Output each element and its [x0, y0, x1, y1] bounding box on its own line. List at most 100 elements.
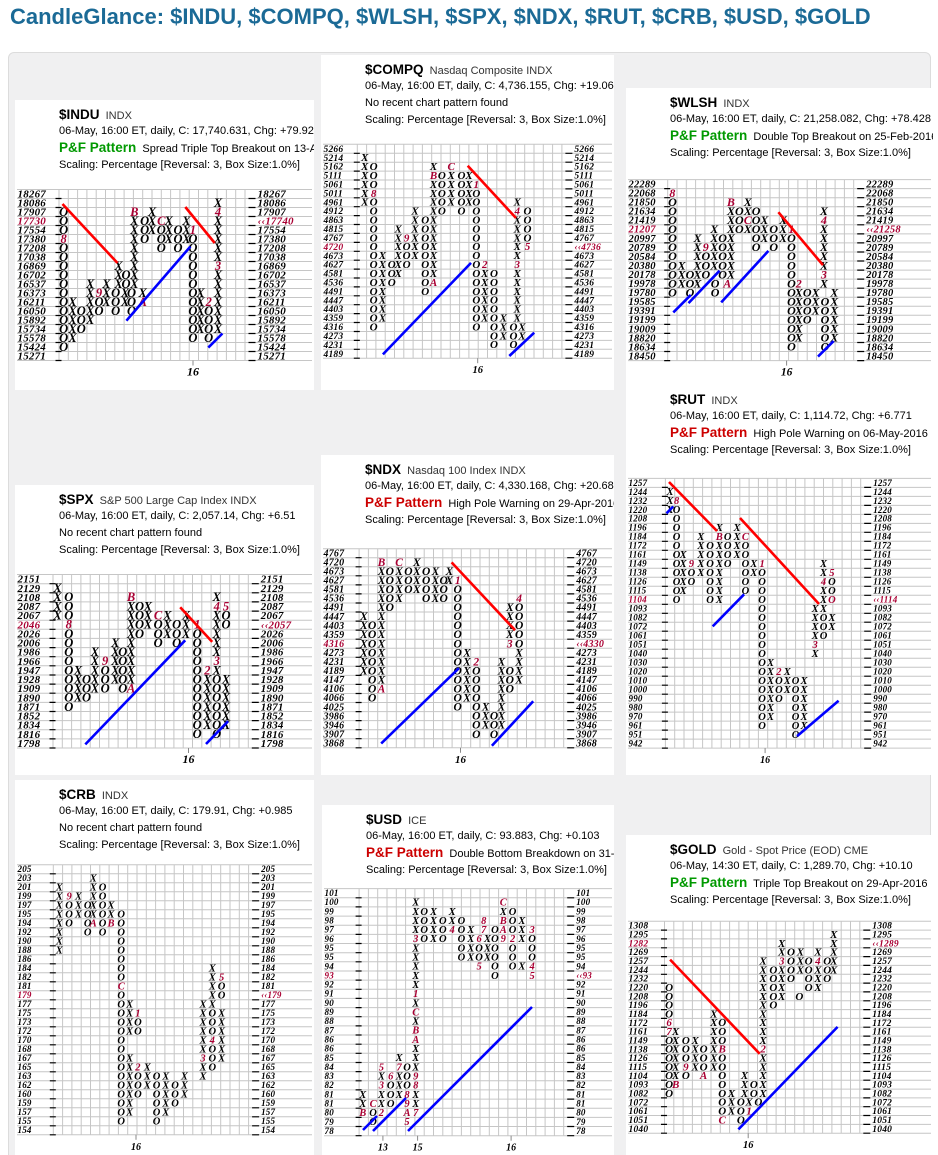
svg-text:82: 82 — [325, 1080, 335, 1090]
svg-text:X: X — [513, 250, 522, 262]
svg-text:O: O — [820, 622, 828, 633]
svg-text:X: X — [692, 240, 702, 254]
svg-text:O: O — [454, 693, 462, 705]
svg-text:X: X — [411, 1053, 420, 1064]
svg-text:4189: 4189 — [323, 666, 345, 677]
svg-text:20380: 20380 — [628, 261, 657, 272]
svg-text:O: O — [212, 718, 221, 732]
svg-text:B: B — [429, 170, 437, 182]
svg-text:O: O — [388, 268, 396, 280]
svg-text:2129: 2129 — [17, 583, 41, 595]
svg-text:X: X — [67, 295, 77, 309]
svg-text:O: O — [171, 1099, 179, 1110]
svg-text:96: 96 — [576, 934, 586, 944]
svg-text:A: A — [429, 277, 437, 289]
svg-text:1115: 1115 — [629, 586, 647, 596]
svg-text:X: X — [811, 285, 821, 299]
svg-text:O: O — [668, 231, 677, 245]
svg-text:O: O — [368, 656, 376, 668]
svg-text:3868: 3868 — [575, 738, 597, 749]
svg-text:X: X — [671, 1070, 680, 1082]
svg-text:X: X — [743, 222, 753, 236]
svg-text:4581: 4581 — [575, 585, 597, 596]
svg-text:X: X — [360, 188, 369, 200]
svg-text:O: O — [742, 577, 750, 588]
svg-text:O: O — [204, 331, 213, 345]
svg-text:O: O — [422, 566, 430, 578]
svg-text:2067: 2067 — [260, 610, 284, 622]
svg-text:O: O — [668, 213, 677, 227]
svg-text:X: X — [74, 910, 83, 921]
svg-text:2: 2 — [472, 656, 479, 668]
svg-text:1834: 1834 — [261, 720, 284, 732]
svg-text:O: O — [193, 727, 202, 741]
svg-text:16: 16 — [187, 365, 199, 379]
svg-text:O: O — [490, 321, 498, 333]
svg-text:X: X — [777, 947, 786, 959]
svg-text:X: X — [429, 232, 438, 244]
svg-text:B: B — [726, 195, 735, 209]
svg-text:20380: 20380 — [865, 261, 894, 272]
svg-text:O: O — [212, 682, 221, 696]
svg-text:X: X — [378, 250, 387, 262]
svg-text:O: O — [134, 1090, 142, 1101]
svg-text:X: X — [692, 276, 702, 290]
svg-text:4273: 4273 — [573, 332, 594, 342]
svg-text:16373: 16373 — [258, 288, 287, 300]
svg-text:O: O — [403, 1072, 411, 1083]
svg-text:16050: 16050 — [18, 306, 47, 318]
svg-text:4189: 4189 — [573, 350, 594, 360]
svg-text:‹‹21258: ‹‹21258 — [866, 225, 901, 236]
svg-text:O: O — [99, 910, 107, 921]
svg-text:O: O — [528, 953, 536, 964]
svg-text:X: X — [85, 304, 95, 318]
svg-text:X: X — [462, 684, 471, 696]
svg-text:1220: 1220 — [629, 505, 648, 515]
svg-text:155: 155 — [261, 1116, 275, 1126]
svg-text:X: X — [113, 268, 123, 282]
svg-text:O: O — [775, 694, 783, 705]
svg-text:O: O — [188, 304, 197, 318]
svg-text:O: O — [491, 962, 499, 973]
svg-text:O: O — [388, 277, 396, 289]
svg-text:O: O — [99, 892, 107, 903]
svg-text:O: O — [668, 222, 677, 236]
svg-text:O: O — [438, 179, 446, 191]
svg-text:5: 5 — [829, 568, 834, 579]
svg-text:O: O — [153, 1099, 161, 1110]
svg-text:X: X — [126, 609, 136, 623]
svg-text:86: 86 — [325, 1044, 335, 1054]
svg-text:22289: 22289 — [865, 180, 894, 191]
svg-text:4720: 4720 — [323, 243, 344, 253]
svg-text:O: O — [686, 267, 695, 281]
svg-text:O: O — [490, 304, 498, 316]
svg-text:X: X — [671, 1026, 680, 1038]
svg-text:1232: 1232 — [629, 496, 648, 506]
svg-text:X: X — [395, 1072, 404, 1083]
svg-text:7: 7 — [413, 1108, 419, 1119]
svg-text:O: O — [792, 712, 800, 723]
svg-text:4673: 4673 — [323, 252, 344, 262]
svg-text:O: O — [134, 1018, 142, 1029]
svg-text:X: X — [394, 268, 403, 280]
svg-text:O: O — [458, 197, 466, 209]
svg-text:O: O — [154, 636, 163, 650]
svg-text:21419: 21419 — [865, 216, 894, 227]
svg-text:O: O — [64, 627, 73, 641]
svg-text:O: O — [491, 925, 499, 936]
svg-text:199: 199 — [261, 891, 275, 901]
svg-text:O: O — [209, 1063, 217, 1074]
svg-text:81: 81 — [576, 1089, 585, 1099]
svg-text:O: O — [193, 627, 202, 641]
svg-text:X: X — [125, 1108, 134, 1119]
svg-text:X: X — [394, 566, 403, 578]
svg-text:1232: 1232 — [629, 975, 649, 985]
svg-text:4863: 4863 — [573, 216, 594, 226]
svg-text:X: X — [513, 268, 522, 280]
svg-text:5162: 5162 — [324, 163, 344, 173]
svg-text:X: X — [120, 295, 130, 309]
svg-text:X: X — [202, 709, 212, 723]
svg-text:1: 1 — [455, 575, 461, 587]
svg-text:X: X — [217, 1009, 226, 1020]
svg-text:O: O — [59, 322, 68, 336]
